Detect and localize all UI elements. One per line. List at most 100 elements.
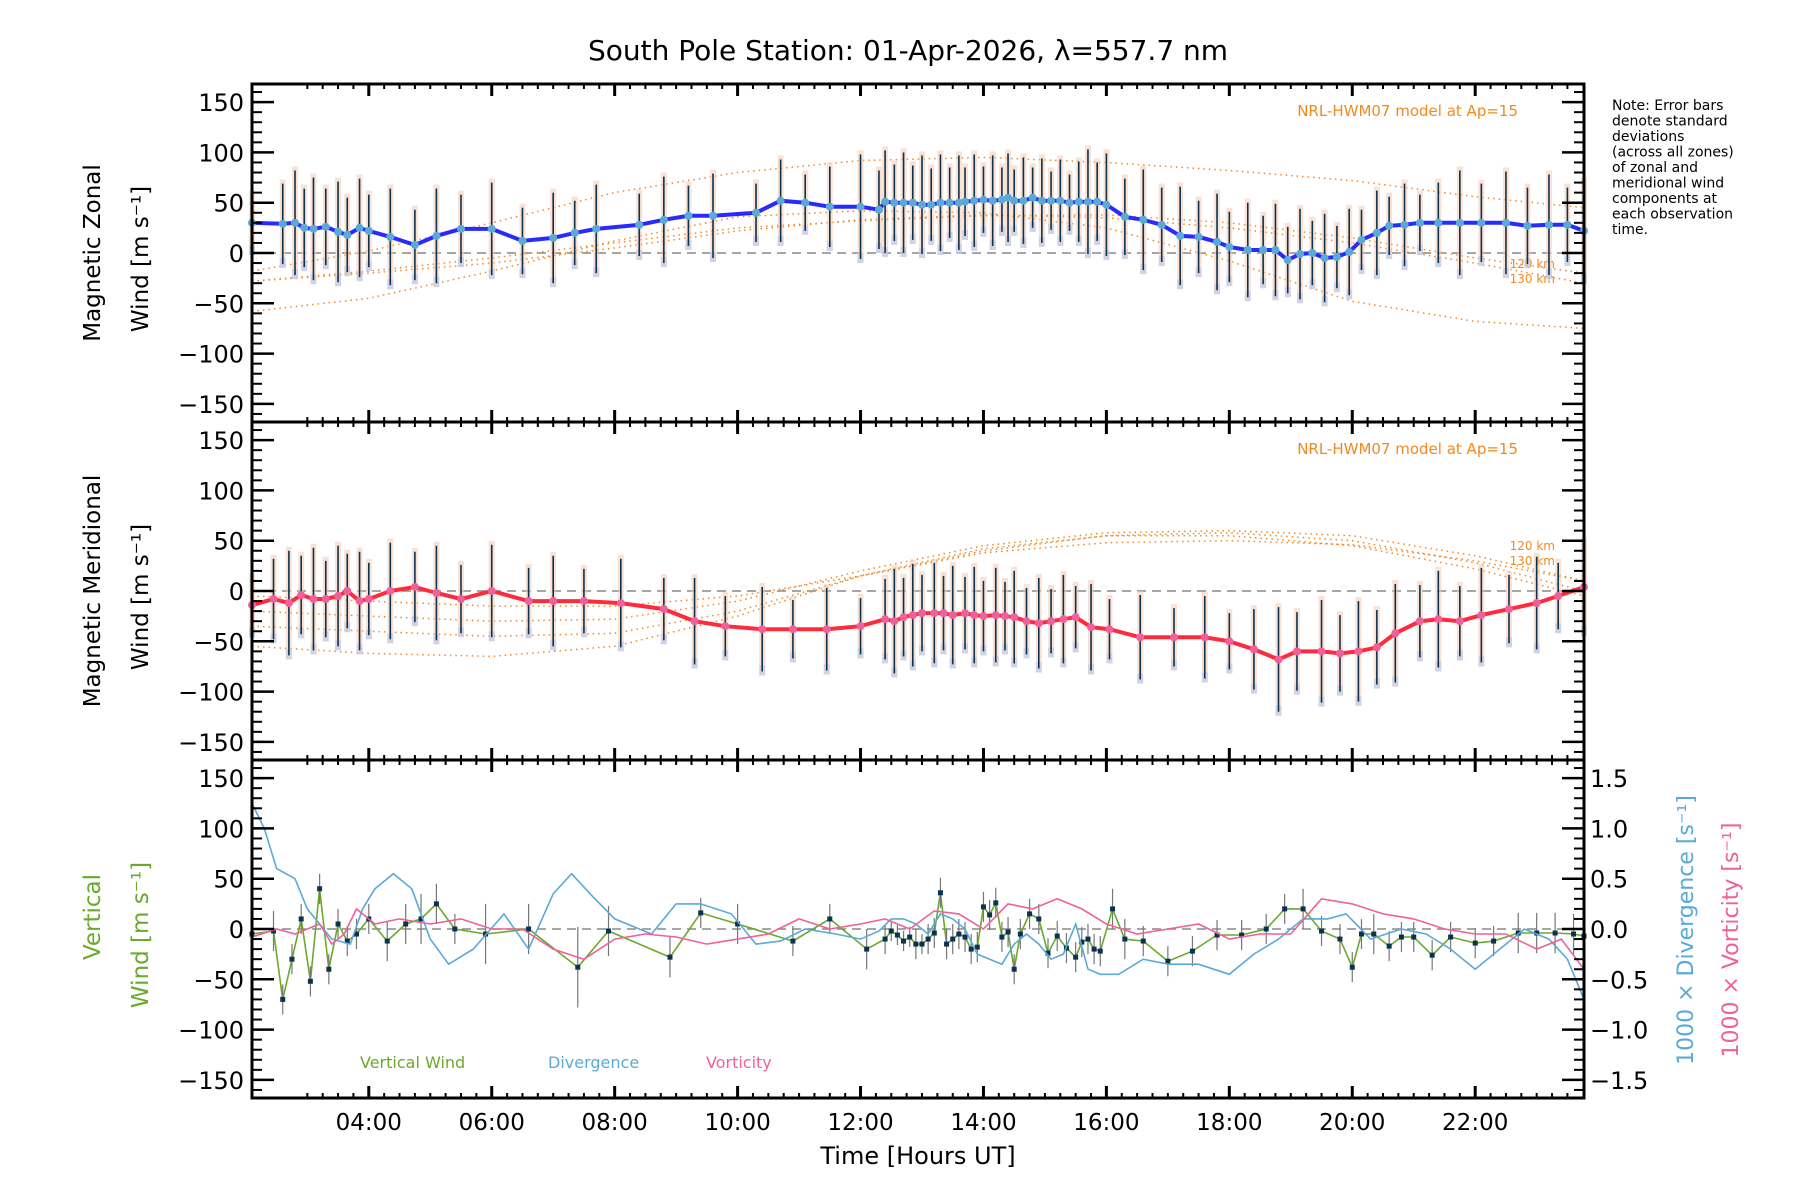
data-point: [1274, 655, 1283, 664]
data-point: [1263, 926, 1269, 932]
data-point: [1189, 948, 1195, 954]
data-point: [1259, 245, 1268, 254]
data-point: [1357, 235, 1366, 244]
data-point: [758, 625, 767, 634]
data-point: [919, 941, 925, 947]
data-point: [1320, 254, 1329, 263]
data-point: [334, 592, 343, 601]
y-axis-label-line1: Magnetic Zonal: [80, 164, 106, 342]
data-point: [936, 198, 945, 207]
data-point: [1079, 939, 1085, 945]
data-point: [1005, 929, 1011, 935]
data-point: [1415, 617, 1424, 626]
data-point: [825, 202, 834, 211]
y-tick-label: −150: [178, 391, 244, 419]
data-point: [684, 211, 693, 220]
data-point: [1398, 934, 1404, 940]
data-point: [1170, 633, 1179, 642]
data-point: [709, 211, 718, 220]
data-point: [300, 223, 309, 232]
series-line-divergence: [251, 802, 1585, 1000]
data-point: [939, 609, 948, 618]
data-point: [937, 890, 943, 896]
data-point: [956, 931, 962, 937]
data-point: [822, 625, 831, 634]
data-point: [1214, 932, 1220, 938]
y-tick-label: −100: [178, 1017, 244, 1045]
data-point: [1448, 934, 1454, 940]
data-point: [1120, 212, 1129, 221]
data-point: [735, 921, 741, 927]
data-point: [1434, 615, 1443, 624]
data-point: [321, 595, 330, 604]
data-point: [549, 233, 558, 242]
data-point: [1140, 938, 1146, 944]
data-point: [355, 223, 364, 232]
data-point: [592, 224, 601, 233]
data-point: [1097, 948, 1103, 954]
data-point: [579, 597, 588, 606]
model-altitude-label: 120 km: [1510, 539, 1555, 553]
data-point: [899, 198, 908, 207]
data-point: [1028, 193, 1037, 202]
data-point: [917, 609, 926, 618]
data-point: [913, 941, 919, 947]
data-point: [776, 196, 785, 205]
data-point: [1122, 936, 1128, 942]
note-line: deviations: [1612, 129, 1684, 145]
data-point: [317, 886, 323, 892]
data-point: [1386, 943, 1392, 949]
data-point: [1074, 197, 1083, 206]
y2-tick-label: 1.0: [1590, 815, 1628, 843]
data-point: [999, 934, 1005, 940]
data-point: [1037, 196, 1046, 205]
data-point: [456, 224, 465, 233]
data-point: [1010, 613, 1019, 622]
data-point: [298, 916, 304, 922]
data-point: [1434, 218, 1443, 227]
data-point: [980, 904, 986, 910]
data-point: [987, 912, 993, 918]
y-tick-label: 150: [198, 427, 244, 455]
y2-tick-label: −0.5: [1590, 966, 1648, 994]
data-point: [403, 921, 409, 927]
data-point: [961, 197, 970, 206]
data-point: [344, 938, 350, 944]
data-point: [326, 966, 332, 972]
note-line: Note: Error bars: [1612, 98, 1723, 114]
data-point: [1283, 256, 1292, 265]
data-point: [1349, 964, 1355, 970]
data-point: [1225, 242, 1234, 251]
data-point: [289, 956, 295, 962]
y2-tick-label: −1.0: [1590, 1017, 1648, 1045]
data-point: [907, 934, 913, 940]
note-line: time.: [1612, 222, 1648, 238]
data-point: [1065, 198, 1074, 207]
data-point: [1157, 220, 1166, 229]
data-point: [997, 195, 1006, 204]
data-point: [432, 231, 441, 240]
data-point: [1034, 619, 1043, 628]
data-point: [456, 595, 465, 604]
data-point: [271, 928, 277, 934]
data-point: [1194, 232, 1203, 241]
data-point: [888, 928, 894, 934]
x-tick-label: 10:00: [704, 1110, 770, 1136]
data-point: [549, 597, 558, 606]
data-point: [881, 615, 890, 624]
data-point: [1544, 220, 1553, 229]
data-point: [1472, 940, 1478, 946]
x-tick-label: 14:00: [950, 1110, 1016, 1136]
data-point: [690, 617, 699, 626]
y2-label-vorticity: 1000 × Vorticity [s⁻¹]: [1719, 823, 1744, 1058]
x-tick-label: 08:00: [582, 1110, 648, 1136]
data-point: [1022, 617, 1031, 626]
data-point: [1239, 932, 1245, 938]
data-point: [961, 609, 970, 618]
data-point: [1139, 215, 1148, 224]
data-point: [1296, 250, 1305, 259]
data-point: [752, 208, 761, 217]
data-point: [1571, 931, 1577, 937]
